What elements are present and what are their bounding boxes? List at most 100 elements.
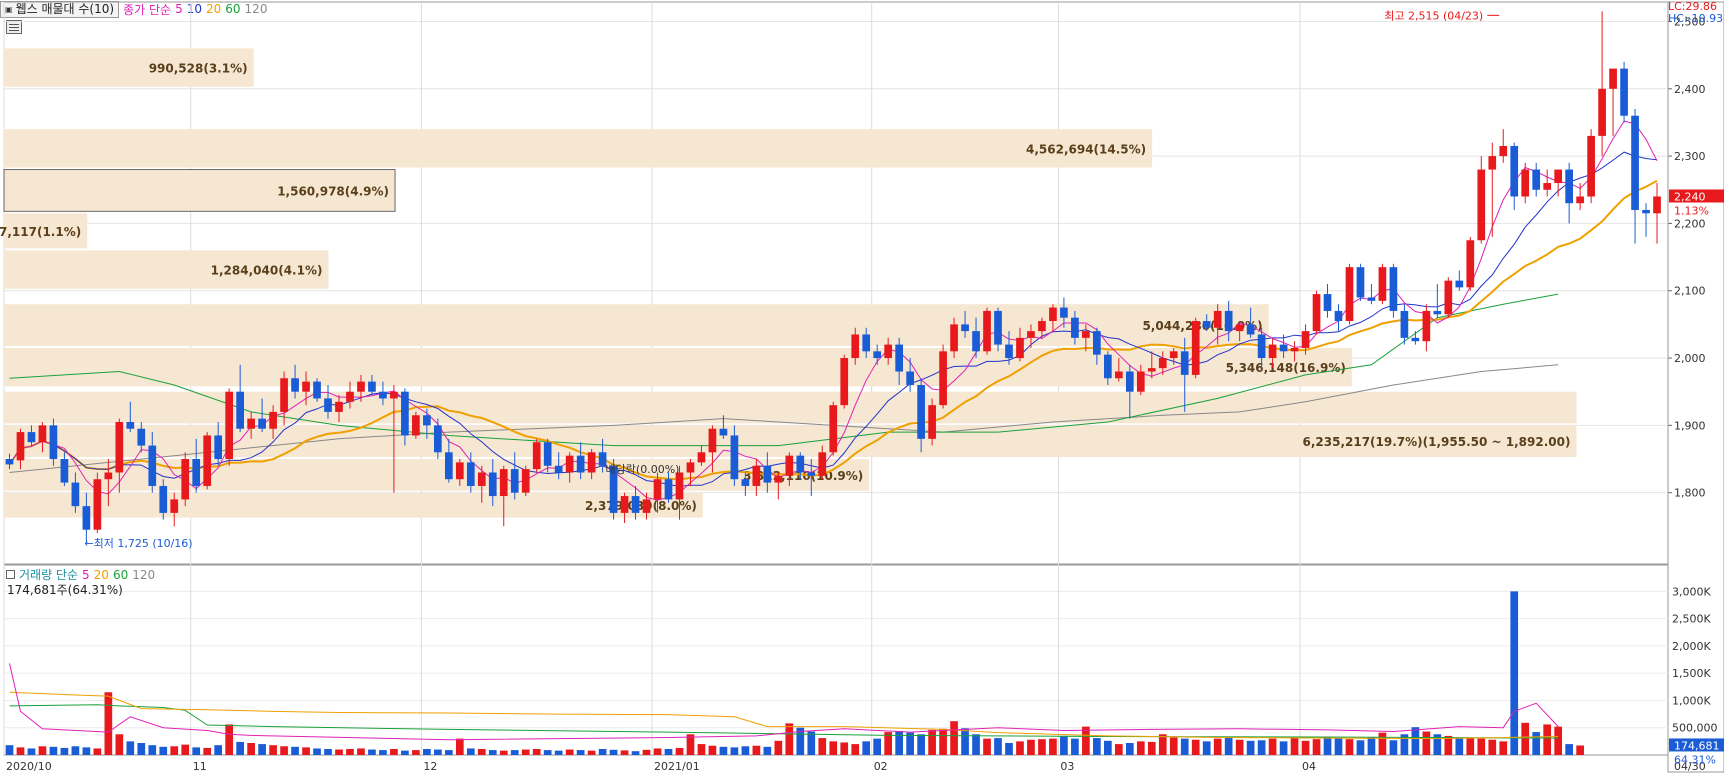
volume-bar (434, 749, 442, 755)
volume-bar (1411, 727, 1420, 755)
volume-bar (258, 744, 266, 755)
candle-body (829, 405, 838, 453)
volume-bar (1378, 732, 1387, 755)
volume-bar (324, 749, 332, 755)
volume-bar (1312, 739, 1321, 755)
volume-legend-label: 거래량 단순 (19, 568, 79, 582)
candle-body (884, 344, 893, 359)
volume-bar (950, 721, 958, 755)
profile-band (4, 459, 870, 491)
chart-header: ▣ 웹스 매물대 수(10) 종가 단순 5 10 20 60 120 (0, 0, 267, 18)
volume-bar (994, 738, 1002, 755)
volume-bar (368, 749, 376, 755)
candle-body (1400, 310, 1409, 338)
candle-body (708, 428, 717, 453)
candle-body (335, 401, 343, 412)
candle-body (1235, 324, 1244, 332)
candle-body (1082, 331, 1090, 338)
candle-body (873, 351, 882, 359)
volume-bar (148, 745, 157, 755)
volume-bar (1114, 744, 1123, 755)
volume-bar (1510, 591, 1519, 755)
volume-bar (1027, 739, 1035, 755)
volume-bar (1488, 739, 1497, 755)
volume-bar (137, 743, 146, 755)
vlegend-120: 120 (132, 567, 156, 582)
volume-bar (510, 750, 519, 755)
candle-body (1169, 351, 1178, 359)
volume-legend-box-icon (6, 570, 15, 579)
volume-bar (1389, 740, 1398, 755)
price-tick-label: 2,100 (1674, 285, 1706, 298)
profile-band (4, 250, 329, 289)
vlegend-60: 60 (112, 567, 129, 582)
price-legend-label: 종가 단순 (123, 2, 172, 17)
volume-bar (1422, 731, 1431, 755)
candle-body (1532, 169, 1541, 190)
candle-body (587, 452, 596, 473)
volume-bar (1433, 734, 1442, 755)
candle-body (488, 472, 497, 497)
candle-body (247, 418, 255, 429)
candle-body (983, 310, 991, 352)
volume-bar (225, 724, 234, 755)
candle-body (1279, 344, 1288, 352)
price-tick-label: 2,400 (1674, 83, 1706, 96)
month-label: 04 (1302, 760, 1316, 773)
candle-body (5, 459, 14, 465)
candle-body (1290, 347, 1299, 352)
volume-bar (686, 734, 695, 755)
volume-bar (346, 749, 354, 755)
volume-bar (181, 744, 190, 755)
volume-bar (1301, 740, 1310, 755)
volume-bar (1060, 735, 1068, 755)
volume-bar (785, 723, 794, 755)
volume-bar (543, 750, 552, 755)
volume-bar (862, 741, 871, 755)
candle-body (258, 418, 266, 429)
month-label: 02 (874, 760, 888, 773)
candle-body (71, 482, 80, 507)
volume-bar (983, 738, 991, 755)
candle-body (796, 455, 805, 473)
candle-body (686, 462, 695, 473)
volume-bar (1202, 741, 1211, 755)
volume-bar (313, 748, 321, 755)
stock-selector[interactable]: ▣ 웹스 매물대 수(10) (0, 0, 120, 18)
last-volume-value: 174,681 (1674, 739, 1720, 752)
volume-bar (203, 747, 212, 755)
candle-body (401, 391, 409, 436)
volume-bar (1367, 737, 1376, 755)
volume-bar (214, 745, 223, 755)
volume-bar (928, 729, 936, 755)
volume-bar (1576, 745, 1584, 755)
candle-body (774, 475, 783, 483)
volume-bar (1499, 741, 1508, 755)
volume-bar (521, 749, 530, 755)
volume-bar (126, 741, 135, 755)
volume-bar (192, 747, 201, 755)
legend-ma120: 120 (244, 2, 268, 16)
volume-bar (401, 750, 409, 755)
last-volume-pct: 64.31% (1674, 753, 1716, 766)
volume-moving-averages (9, 663, 1559, 741)
volume-bar (587, 750, 596, 755)
volume-bar (247, 743, 255, 755)
table-toggle-icon[interactable] (6, 20, 22, 34)
volume-bar (5, 745, 14, 755)
candle-body (1587, 135, 1595, 197)
candle-body (1334, 310, 1343, 322)
candle-body (181, 459, 190, 500)
volume-bar (357, 748, 365, 755)
volume-bar (455, 738, 464, 755)
last-price-change: 1.13% (1674, 204, 1709, 217)
candle-body (1060, 307, 1068, 318)
profile-label: 4,562,694(14.5%) (1026, 142, 1146, 156)
candle-body (1257, 334, 1266, 359)
volume-bar (1444, 735, 1453, 755)
candle-body (115, 422, 124, 473)
candle-body (423, 415, 431, 426)
dividend-annotation: 배당락(0.00%) (606, 463, 680, 476)
candle-body (1125, 371, 1134, 392)
candles (5, 11, 1661, 544)
